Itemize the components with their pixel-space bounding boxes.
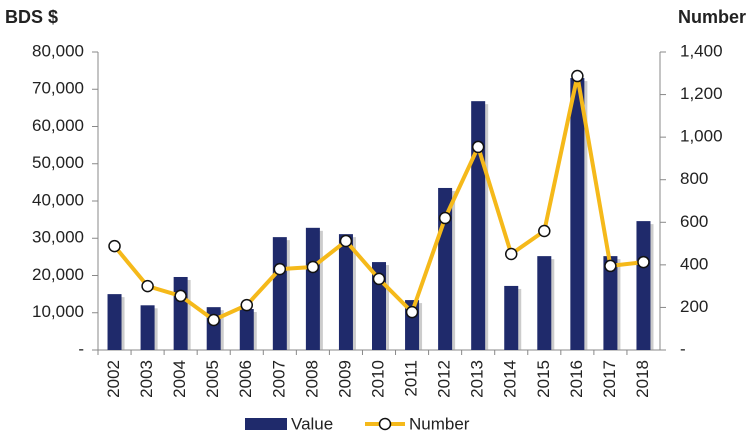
bar (471, 101, 486, 350)
x-tick-label: 2010 (368, 360, 387, 398)
x-tick-label: 2018 (633, 360, 652, 398)
x-tick-label: 2015 (534, 360, 553, 398)
point (438, 211, 452, 225)
x-tick-label: 2016 (567, 360, 586, 398)
bar (173, 276, 188, 350)
y-tick-label: - (78, 339, 84, 358)
bar (272, 237, 287, 350)
bar (603, 256, 618, 350)
point (405, 305, 419, 319)
point (108, 239, 121, 253)
y-tick-label: 80,000 (32, 41, 84, 60)
point (471, 140, 485, 154)
x-tick-label: 2012 (435, 360, 454, 398)
legend-label: Number (409, 414, 470, 433)
x-tick-label: 2002 (104, 360, 123, 398)
x-tick-label: 2003 (137, 360, 156, 398)
bar (537, 256, 552, 350)
y2-tick-label: 1,000 (680, 127, 723, 146)
y2-tick-label: 1,200 (680, 84, 723, 103)
x-tick-label: 2013 (468, 360, 487, 398)
x-tick-label: 2009 (335, 360, 354, 398)
x-tick-label: 2014 (501, 360, 520, 398)
point (273, 262, 287, 276)
x-tick-label: 2005 (203, 360, 222, 398)
y2-axis-title: Number (678, 7, 746, 27)
x-tick-label: 2007 (269, 360, 288, 398)
point (174, 289, 187, 303)
point (571, 69, 584, 83)
point (240, 298, 254, 312)
bar (504, 285, 519, 350)
point (306, 260, 320, 274)
y-tick-label: 20,000 (32, 265, 84, 284)
y-tick-label: 40,000 (32, 190, 84, 209)
y2-tick-label: 600 (680, 212, 708, 231)
y-tick-label: 70,000 (32, 79, 84, 98)
y2-tick-label: 400 (680, 254, 708, 273)
y-tick-label: 50,000 (32, 153, 84, 172)
legend-marker (378, 417, 392, 431)
bar (107, 294, 122, 350)
bar (636, 221, 651, 350)
bar (140, 305, 155, 350)
point (339, 234, 353, 248)
point (207, 313, 220, 327)
bar (305, 227, 320, 350)
bar (239, 309, 254, 350)
x-tick-label: 2006 (236, 360, 255, 398)
point (604, 259, 617, 273)
point (372, 272, 386, 286)
x-tick-label: 2004 (170, 360, 189, 398)
y-tick-label: 60,000 (32, 116, 84, 135)
y-axis-title: BDS $ (5, 7, 58, 27)
bar (338, 234, 353, 350)
point (504, 247, 518, 261)
legend-label: Value (291, 414, 333, 433)
y2-tick-label: 200 (680, 297, 708, 316)
y2-tick-label: - (680, 339, 686, 358)
point (141, 279, 154, 293)
x-tick-label: 2011 (402, 360, 421, 397)
y-tick-label: 30,000 (32, 228, 84, 247)
y2-tick-label: 800 (680, 169, 708, 188)
y2-tick-label: 1,400 (680, 41, 723, 60)
x-tick-label: 2008 (302, 360, 321, 398)
bar (570, 78, 585, 350)
bar (206, 307, 221, 350)
y-tick-label: 10,000 (32, 302, 84, 321)
point (538, 224, 551, 238)
legend-swatch (245, 418, 287, 430)
point (637, 255, 650, 269)
x-tick-label: 2017 (600, 360, 619, 398)
